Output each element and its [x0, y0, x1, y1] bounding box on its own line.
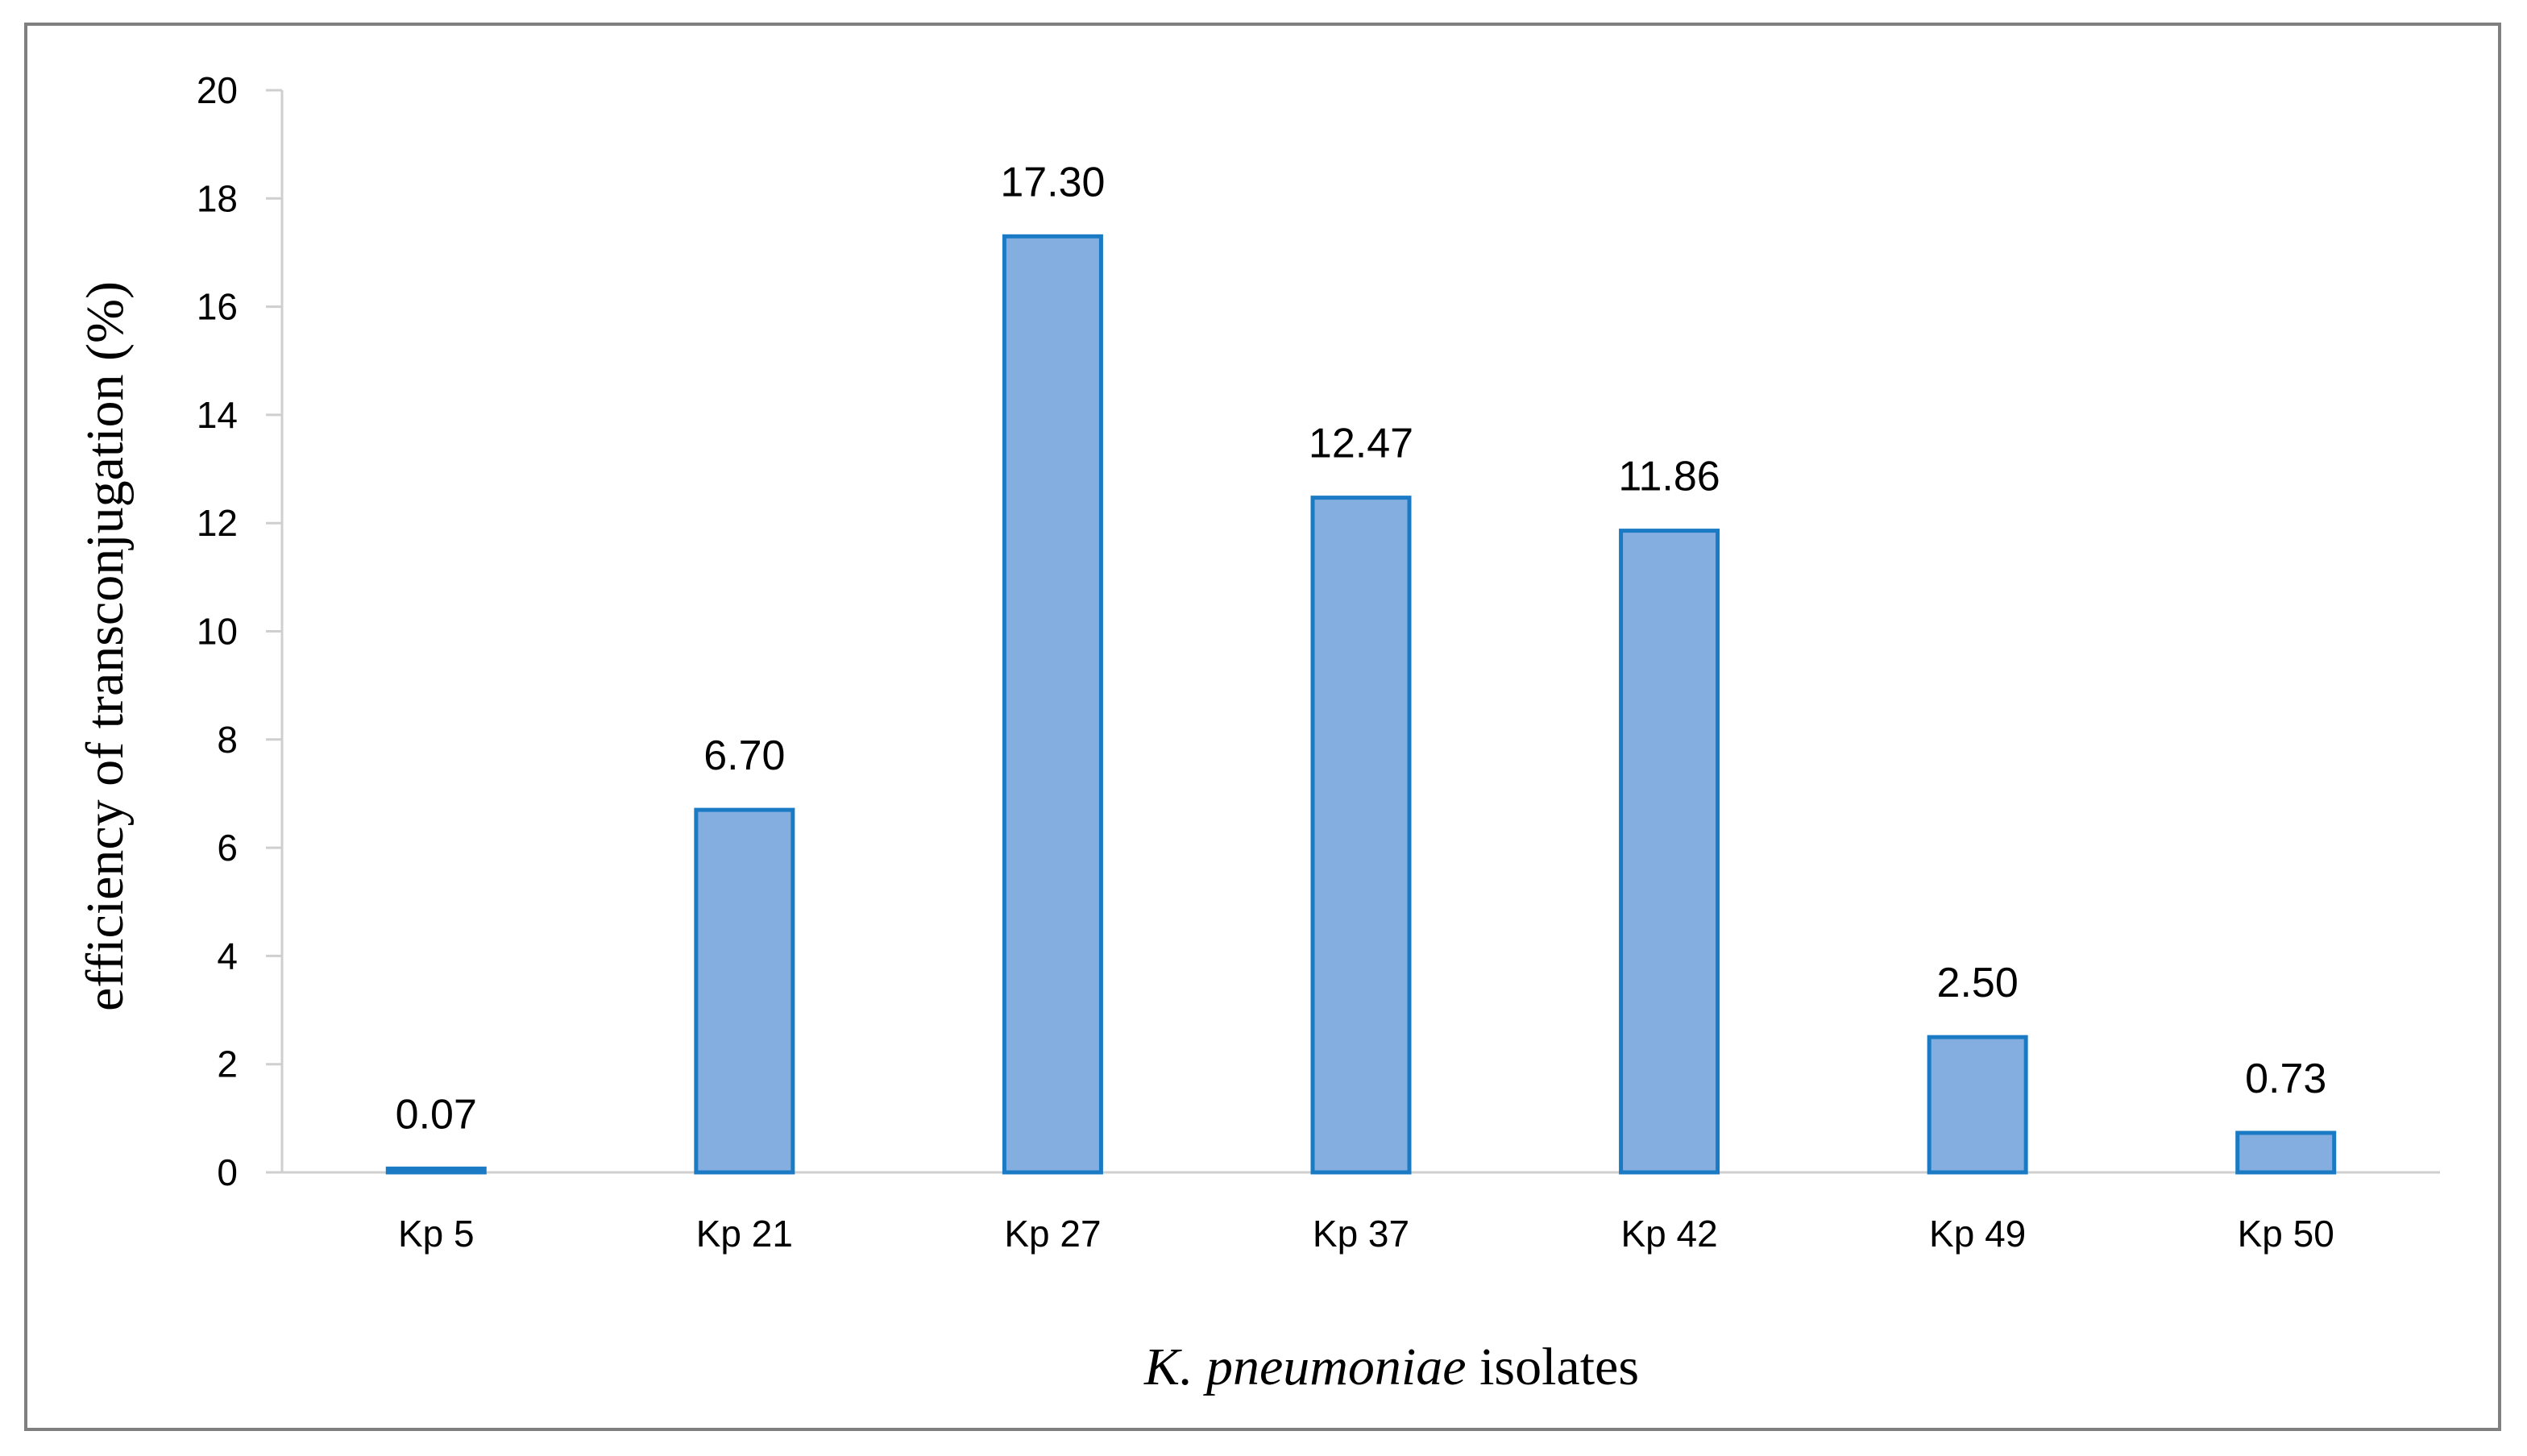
- x-axis: Kp 5 Kp 21 Kp 27 Kp 37 Kp 42 Kp 49 Kp 50: [282, 1171, 2440, 1255]
- y-tick-label: 2: [217, 1043, 238, 1085]
- data-labels: 0.07 6.70 17.30 12.47 11.86 2.50 0.73: [396, 159, 2327, 1138]
- y-axis: 0 2 4 6 8 10 12 14 16 18 20: [197, 69, 284, 1193]
- y-tick-label: 18: [197, 177, 238, 219]
- x-tick-label: Kp 50: [2238, 1213, 2334, 1255]
- y-tick-label: 0: [217, 1151, 238, 1193]
- x-tick-label: Kp 27: [1004, 1213, 1101, 1255]
- x-tick-label: Kp 37: [1313, 1213, 1409, 1255]
- data-label: 0.07: [396, 1091, 477, 1138]
- data-label: 0.73: [2245, 1056, 2326, 1102]
- y-axis-title: efficiency of transconjugation (%): [76, 281, 135, 1011]
- x-axis-title-rest: isolates: [1467, 1338, 1639, 1396]
- bars: [385, 234, 2337, 1175]
- x-tick-label: Kp 21: [696, 1213, 793, 1255]
- data-label: 6.70: [703, 732, 785, 779]
- x-axis-title-italic: K. pneumoniae: [1143, 1338, 1467, 1396]
- y-tick-label: 20: [197, 69, 238, 111]
- bar: [1619, 529, 1720, 1175]
- x-tick-label: Kp 42: [1620, 1213, 1717, 1255]
- bar: [1927, 1035, 2028, 1175]
- data-label: 17.30: [1000, 159, 1105, 205]
- bar: [694, 807, 795, 1175]
- bar: [1002, 234, 1103, 1175]
- x-axis-title: K. pneumoniae isolates: [1143, 1338, 1639, 1396]
- y-tick-label: 16: [197, 286, 238, 328]
- bar: [1310, 496, 1412, 1175]
- y-tick-label: 12: [197, 502, 238, 544]
- x-tick-label: Kp 49: [1929, 1213, 2026, 1255]
- x-tick-label: Kp 5: [398, 1213, 475, 1255]
- bar: [385, 1166, 487, 1175]
- y-tick-label: 4: [217, 935, 238, 977]
- y-tick-label: 6: [217, 827, 238, 869]
- chart-frame: [24, 23, 2501, 1431]
- y-tick-label: 10: [197, 611, 238, 653]
- y-tick-label: 14: [197, 394, 238, 436]
- y-tick-label: 8: [217, 719, 238, 761]
- data-label: 11.86: [1618, 454, 1720, 500]
- data-label: 12.47: [1309, 421, 1413, 467]
- bar: [2235, 1130, 2337, 1175]
- data-label: 2.50: [1937, 960, 2019, 1006]
